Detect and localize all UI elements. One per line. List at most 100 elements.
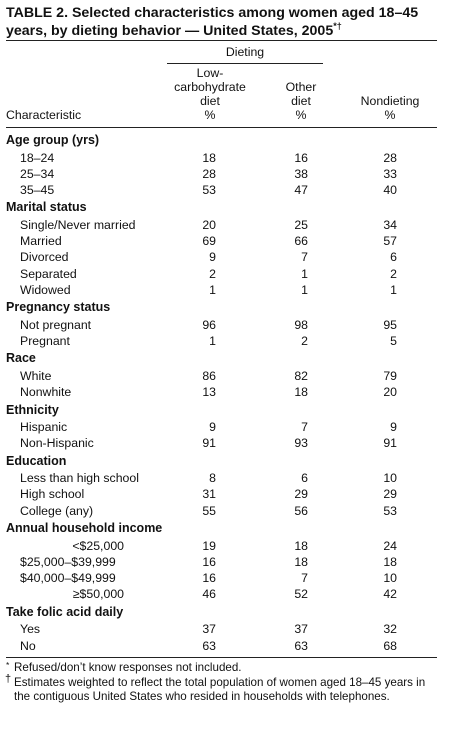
row-label: Pregnant: [20, 334, 70, 349]
cell-nondieting: 2: [390, 266, 397, 281]
section-title: Ethnicity: [6, 402, 59, 417]
header-low-carbohydrate-diet: Low- carbohydrate diet %: [164, 66, 256, 122]
footnote-2-mark: †: [5, 672, 12, 685]
row-label: High school: [20, 487, 85, 502]
cell-low-carbohydrate: 1: [209, 283, 216, 298]
cell-other-diet: 16: [294, 150, 308, 165]
cell-nondieting: 34: [383, 217, 397, 232]
header-other-unit: %: [295, 108, 307, 122]
table-row: No 63 63 68: [0, 638, 450, 654]
cell-low-carbohydrate: 86: [202, 368, 216, 383]
cell-low-carbohydrate: 2: [209, 266, 216, 281]
title-footnote-marks: *†: [333, 21, 342, 31]
cell-other-diet: 7: [301, 250, 308, 265]
table-row: Not pregnant 96 98 95: [0, 317, 450, 333]
cell-other-diet: 37: [294, 622, 308, 637]
footnote-2-text: Estimates weighted to reflect the total …: [14, 675, 426, 704]
cell-nondieting: 18: [383, 554, 397, 569]
footnote-1: * Refused/don’t know responses not inclu…: [6, 660, 438, 676]
row-label: 35–45: [20, 183, 55, 198]
footnotes: * Refused/don’t know responses not inclu…: [5, 660, 438, 705]
cell-nondieting: 91: [383, 436, 397, 451]
cell-other-diet: 29: [294, 487, 308, 502]
table-row: 35–45 53 47 40: [0, 182, 450, 198]
table-row: Divorced 9 7 6: [0, 249, 450, 265]
table-row: Hispanic 9 7 9: [0, 419, 450, 435]
cell-low-carbohydrate: 19: [202, 538, 216, 553]
cell-nondieting: 53: [383, 503, 397, 518]
row-label: Divorced: [20, 250, 69, 265]
cell-other-diet: 2: [301, 334, 308, 349]
table-body: Age group (yrs) 18–24 18 16 28 25–34 28 38 33 35–…: [0, 131, 450, 654]
table-row: Nonwhite 13 18 20: [0, 384, 450, 400]
cell-other-diet: 7: [301, 571, 308, 586]
header-nondieting-unit: %: [384, 108, 396, 122]
footnote-1-mark: *: [6, 660, 10, 670]
header-nondieting: Nondieting %: [348, 94, 432, 122]
cell-low-carbohydrate: 28: [202, 166, 216, 181]
cell-other-diet: 18: [294, 538, 308, 553]
cell-low-carbohydrate: 46: [202, 587, 216, 602]
section-header: Annual household income: [0, 520, 450, 538]
cell-low-carbohydrate: 31: [202, 487, 216, 502]
cell-low-carbohydrate: 63: [202, 638, 216, 653]
table-title: TABLE 2. Selected characteristics among …: [6, 4, 440, 40]
table-row: White 86 82 79: [0, 368, 450, 384]
cell-nondieting: 20: [383, 385, 397, 400]
row-label: College (any): [20, 503, 94, 518]
table-row: Widowed 1 1 1: [0, 282, 450, 298]
row-label: No: [20, 638, 36, 653]
cell-low-carbohydrate: 91: [202, 436, 216, 451]
cell-nondieting: 9: [390, 420, 397, 435]
cell-nondieting: 57: [383, 234, 397, 249]
cell-low-carbohydrate: 55: [202, 503, 216, 518]
row-label: Not pregnant: [20, 317, 92, 332]
cell-other-diet: 56: [294, 503, 308, 518]
row-label: White: [20, 368, 52, 383]
table-row: Non-Hispanic 91 93 91: [0, 435, 450, 451]
row-label: Married: [20, 234, 62, 249]
cell-nondieting: 33: [383, 166, 397, 181]
cell-other-diet: 82: [294, 368, 308, 383]
cell-nondieting: 79: [383, 368, 397, 383]
cell-low-carbohydrate: 16: [202, 554, 216, 569]
cell-low-carbohydrate: 96: [202, 317, 216, 332]
row-label: 25–34: [20, 166, 55, 181]
footnote-2: † Estimates weighted to reflect the tota…: [5, 673, 438, 705]
cell-other-diet: 38: [294, 166, 308, 181]
cell-other-diet: 1: [301, 283, 308, 298]
header-characteristic: Characteristic: [6, 108, 82, 122]
cell-low-carbohydrate: 37: [202, 622, 216, 637]
cell-nondieting: 29: [383, 487, 397, 502]
section-header: Education: [0, 453, 450, 471]
cell-low-carbohydrate: 1: [209, 334, 216, 349]
cell-other-diet: 47: [294, 183, 308, 198]
table-row: 18–24 18 16 28: [0, 150, 450, 166]
row-label: 18–24: [20, 150, 55, 165]
cell-nondieting: 10: [383, 571, 397, 586]
cell-nondieting: 40: [383, 183, 397, 198]
row-label: Single/Never married: [20, 217, 136, 232]
table-row: Separated 2 1 2: [0, 266, 450, 282]
cell-low-carbohydrate: 9: [209, 250, 216, 265]
section-header: Race: [0, 350, 450, 368]
section-title: Annual household income: [6, 521, 163, 536]
section-title: Marital status: [6, 200, 87, 215]
header-lowcarb-unit: %: [204, 108, 216, 122]
section-header: Pregnancy status: [0, 299, 450, 317]
table-row: Single/Never married 20 25 34: [0, 217, 450, 233]
table-row: Less than high school 8 6 10: [0, 470, 450, 486]
row-label: Nonwhite: [20, 385, 72, 400]
cell-nondieting: 42: [383, 587, 397, 602]
cell-low-carbohydrate: 53: [202, 183, 216, 198]
section-title: Race: [6, 351, 36, 366]
table-row: High school 31 29 29: [0, 486, 450, 502]
top-rule: [6, 40, 437, 41]
row-label: Non-Hispanic: [20, 436, 94, 451]
cell-nondieting: 10: [383, 471, 397, 486]
cell-other-diet: 63: [294, 638, 308, 653]
table-row: Married 69 66 57: [0, 233, 450, 249]
row-label: Separated: [20, 266, 77, 281]
cell-other-diet: 66: [294, 234, 308, 249]
cell-low-carbohydrate: 13: [202, 385, 216, 400]
